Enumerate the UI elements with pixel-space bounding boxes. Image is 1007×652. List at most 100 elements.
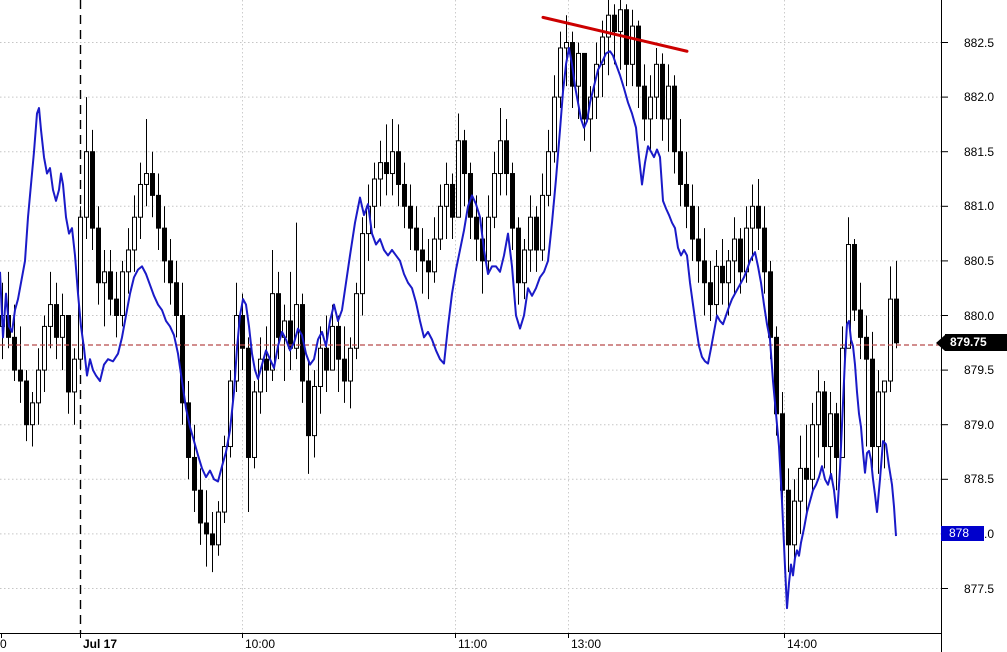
candle-body bbox=[240, 315, 245, 349]
candle-body bbox=[18, 369, 23, 382]
candle-body bbox=[336, 325, 341, 360]
x-tick-label: 10:00 bbox=[245, 637, 276, 651]
candle-body bbox=[174, 282, 179, 316]
candle-body bbox=[876, 391, 881, 448]
candle-body bbox=[150, 173, 155, 196]
candle-body bbox=[420, 249, 425, 262]
candle-body bbox=[510, 173, 515, 229]
candle-body bbox=[576, 52, 581, 87]
candle-body bbox=[564, 42, 569, 49]
overlay-line-series bbox=[0, 46, 897, 610]
candle-body bbox=[330, 325, 335, 371]
candle-body bbox=[828, 413, 833, 448]
x-tick-label: 11:00 bbox=[458, 637, 488, 651]
candle-body bbox=[306, 380, 311, 437]
candle-body bbox=[474, 216, 479, 240]
candle-body bbox=[396, 151, 401, 185]
candle-body bbox=[462, 140, 467, 175]
candle-body bbox=[534, 216, 539, 251]
last-price-tag: 879.75 bbox=[936, 334, 1007, 352]
candle-body bbox=[666, 85, 671, 120]
candle-body bbox=[630, 25, 635, 65]
y-tick-label: 881.0 bbox=[964, 199, 995, 214]
candle-body bbox=[552, 96, 557, 153]
last-price-tag-label: 879.75 bbox=[945, 334, 1007, 352]
candle-body bbox=[528, 216, 533, 251]
candle-body bbox=[156, 194, 161, 229]
candle-body bbox=[822, 391, 827, 448]
candle-body bbox=[726, 260, 731, 284]
candle-body bbox=[408, 205, 413, 229]
candle-body bbox=[60, 315, 65, 338]
candle-body bbox=[114, 298, 119, 316]
x-tick-label: 13:00 bbox=[571, 637, 602, 651]
candle-body bbox=[204, 522, 209, 535]
x-tick-label: 0 bbox=[0, 637, 7, 651]
x-tick-label: Jul 17 bbox=[83, 637, 118, 651]
candle-body bbox=[762, 227, 767, 273]
candle-body bbox=[120, 271, 125, 317]
candle-body bbox=[252, 391, 257, 458]
candle-body bbox=[642, 85, 647, 120]
x-tick-label: 14:00 bbox=[787, 637, 818, 651]
candle-body bbox=[318, 347, 323, 387]
candle-body bbox=[384, 162, 389, 175]
candle-body bbox=[132, 216, 137, 251]
candle-body bbox=[888, 298, 893, 382]
candle-body bbox=[216, 511, 221, 546]
candle-body bbox=[654, 63, 659, 98]
candle-body bbox=[558, 47, 563, 98]
candle-body bbox=[612, 14, 617, 33]
candle-body bbox=[84, 151, 89, 218]
line-series-tag-label: 878 bbox=[941, 526, 984, 542]
candle-body bbox=[810, 424, 815, 480]
candle-body bbox=[66, 315, 71, 393]
y-tick-label: 880.5 bbox=[964, 253, 995, 268]
candle-body bbox=[414, 227, 419, 251]
candle-body bbox=[600, 36, 605, 65]
candle-body bbox=[780, 413, 785, 491]
candle-body bbox=[852, 244, 857, 311]
candle-body bbox=[504, 140, 509, 175]
candle-body bbox=[180, 315, 185, 404]
candle-body bbox=[846, 244, 851, 349]
candle-body bbox=[162, 227, 167, 262]
candle-body bbox=[732, 238, 737, 262]
candle-body bbox=[438, 205, 443, 240]
candle-body bbox=[426, 260, 431, 273]
candle-body bbox=[264, 358, 269, 371]
candle-body bbox=[192, 456, 197, 491]
candle-body bbox=[582, 52, 587, 120]
y-tick-label: 877.5 bbox=[964, 581, 995, 596]
candle-body bbox=[450, 183, 455, 218]
candle-body bbox=[360, 233, 365, 295]
candle-body bbox=[42, 325, 47, 371]
left-arrow-icon bbox=[936, 334, 945, 351]
candle-body bbox=[648, 96, 653, 120]
candle-body bbox=[444, 183, 449, 207]
candle-body bbox=[516, 227, 521, 284]
candle-body bbox=[372, 178, 377, 207]
candle-body bbox=[678, 151, 683, 185]
candle-body bbox=[816, 391, 821, 426]
y-tick-label: 879.0 bbox=[964, 417, 995, 432]
candle-body bbox=[498, 140, 503, 175]
candle-body bbox=[54, 304, 59, 338]
candle-body bbox=[738, 238, 743, 273]
candle-body bbox=[768, 271, 773, 338]
candle-body bbox=[672, 85, 677, 153]
candle-body bbox=[222, 446, 227, 513]
trendline bbox=[541, 15, 689, 53]
candle-body bbox=[714, 265, 719, 306]
candle-body bbox=[390, 151, 395, 175]
candle-body bbox=[456, 140, 461, 218]
candle-body bbox=[30, 402, 35, 426]
y-tick-label: 879.5 bbox=[964, 363, 995, 378]
candle-body bbox=[486, 216, 491, 262]
y-tick-label: 882.5 bbox=[964, 35, 995, 50]
candle-body bbox=[144, 173, 149, 185]
candle-body bbox=[858, 309, 863, 338]
candle-body bbox=[246, 347, 251, 458]
